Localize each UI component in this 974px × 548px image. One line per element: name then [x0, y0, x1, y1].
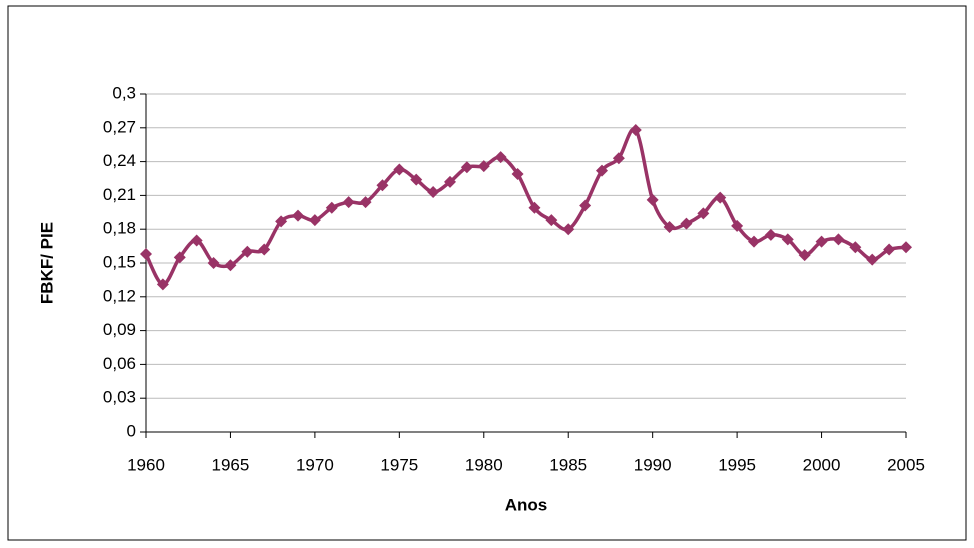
y-tick-label: 0,15: [103, 252, 136, 271]
y-tick-label: 0,06: [103, 354, 136, 373]
x-tick-label: 1985: [549, 455, 587, 474]
marker: [140, 247, 152, 260]
marker: [663, 220, 676, 233]
marker: [207, 257, 220, 269]
marker: [714, 191, 727, 204]
marker: [308, 214, 321, 227]
x-tick-label: 1965: [212, 455, 250, 474]
series-line: [144, 127, 907, 287]
marker: [798, 249, 811, 262]
marker: [325, 201, 338, 214]
marker: [241, 245, 254, 258]
marker: [393, 163, 406, 176]
marker: [629, 124, 642, 137]
marker: [849, 241, 862, 254]
marker: [883, 243, 896, 256]
marker: [815, 235, 828, 248]
y-tick-label: 0,18: [103, 219, 136, 238]
x-tick-label: 2005: [887, 455, 925, 474]
marker: [680, 217, 693, 230]
marker: [511, 167, 524, 180]
x-tick-label: 2000: [803, 455, 841, 474]
y-tick-label: 0,12: [103, 286, 136, 305]
marker: [866, 253, 879, 266]
chart-frame: [7, 5, 967, 541]
y-tick-label: 0: [127, 421, 136, 440]
y-tick-label: 0,24: [103, 151, 136, 170]
marker: [731, 219, 744, 232]
marker: [173, 251, 186, 264]
x-tick-label: 1980: [465, 455, 503, 474]
marker: [494, 151, 507, 164]
x-tick-label: 1990: [634, 455, 672, 474]
marker: [342, 196, 355, 209]
x-axis-label: Anos: [505, 495, 548, 514]
marker: [224, 259, 237, 272]
marker: [612, 152, 625, 165]
marker: [596, 164, 608, 177]
x-tick-label: 1960: [127, 455, 165, 474]
y-tick-label: 0,03: [103, 388, 136, 407]
marker: [292, 209, 304, 222]
marker: [275, 215, 288, 228]
marker: [258, 243, 271, 256]
x-tick-label: 1995: [718, 455, 756, 474]
x-tick-label: 1975: [380, 455, 418, 474]
marker: [444, 175, 456, 188]
marker: [900, 241, 912, 254]
marker: [528, 201, 541, 214]
marker: [477, 160, 490, 173]
y-axis-label: FBKF/ PIE: [37, 222, 56, 304]
marker: [376, 179, 389, 192]
marker: [832, 233, 845, 246]
y-tick-label: 0,27: [103, 117, 136, 136]
marker: [781, 233, 794, 246]
marker: [646, 193, 659, 206]
marker: [562, 223, 575, 236]
marker: [545, 214, 558, 227]
y-tick-label: 0,21: [103, 185, 136, 204]
marker: [764, 228, 777, 241]
y-tick-label: 0,09: [103, 320, 136, 339]
marker: [697, 207, 710, 220]
y-tick-label: 0,3: [112, 83, 136, 102]
marker: [190, 234, 203, 247]
marker: [579, 199, 592, 212]
marker: [410, 173, 423, 186]
marker: [427, 186, 440, 199]
marker: [359, 196, 372, 209]
marker: [748, 235, 760, 248]
marker: [156, 278, 169, 291]
x-tick-label: 1970: [296, 455, 334, 474]
marker: [460, 161, 473, 174]
